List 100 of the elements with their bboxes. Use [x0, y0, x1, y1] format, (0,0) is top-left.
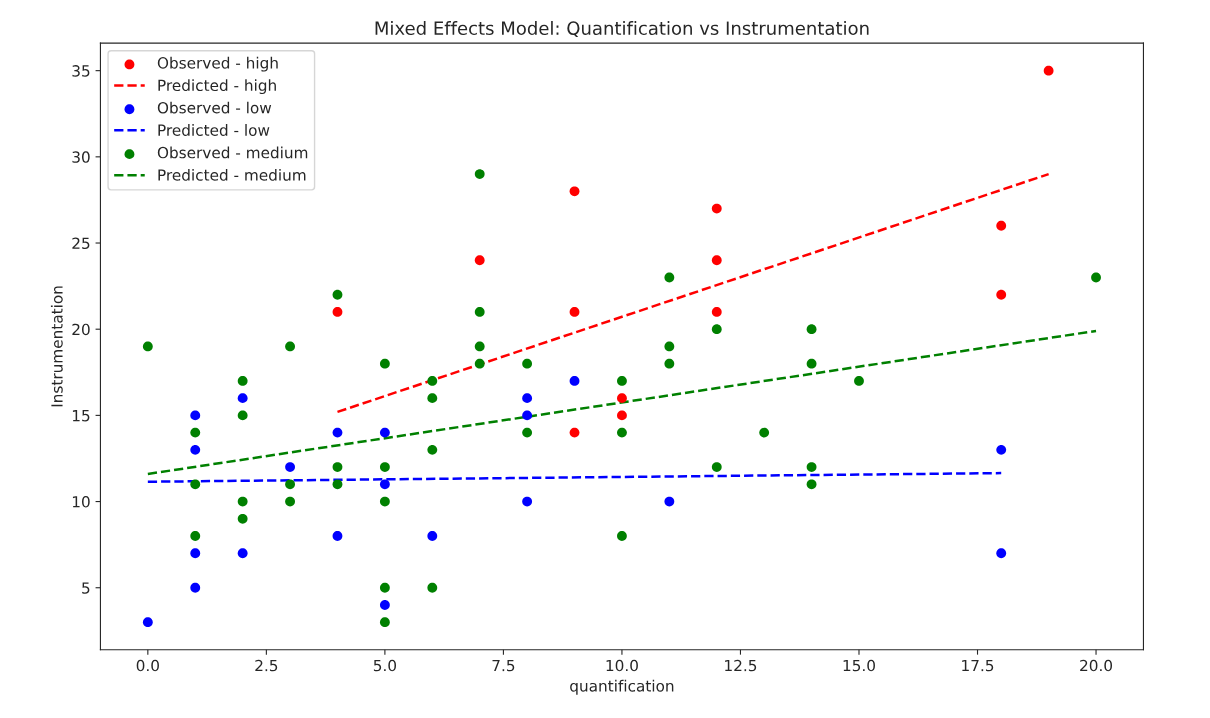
- legend-label: Predicted - medium: [158, 168, 306, 181]
- x-tick-label: 0.0: [136, 659, 159, 672]
- legend-label: Predicted - low: [158, 124, 270, 136]
- point: [285, 479, 295, 490]
- point: [664, 358, 675, 369]
- point: [142, 617, 153, 628]
- point: [617, 427, 627, 438]
- point: [190, 531, 201, 541]
- point: [285, 341, 295, 352]
- legend-label: Observed - medium: [157, 146, 308, 159]
- point: [332, 531, 343, 541]
- point: [1091, 272, 1101, 283]
- point: [996, 548, 1007, 559]
- point: [332, 427, 343, 438]
- y-tick-label: 5: [82, 582, 90, 594]
- point: [237, 376, 248, 386]
- point: [285, 496, 295, 507]
- y-tick-label: 30: [72, 151, 90, 163]
- point: [996, 220, 1007, 231]
- point: [427, 444, 438, 455]
- point: [522, 358, 533, 369]
- point: [190, 427, 201, 438]
- point: [522, 496, 533, 507]
- point: [237, 410, 248, 421]
- x-axis-title: quantification: [570, 679, 674, 695]
- point: [759, 427, 770, 438]
- point: [1043, 65, 1054, 76]
- point: [711, 462, 722, 472]
- point: [617, 393, 627, 404]
- point: [427, 393, 438, 404]
- point: [285, 462, 295, 472]
- point: [996, 444, 1007, 455]
- point: [379, 496, 390, 507]
- point: [379, 582, 390, 593]
- point: [332, 307, 343, 317]
- point: [569, 186, 580, 197]
- x-tick-label: 10.0: [606, 659, 638, 672]
- point: [569, 307, 580, 317]
- point: [474, 255, 485, 266]
- x-tick-label: 20.0: [1080, 659, 1113, 672]
- point: [806, 479, 817, 490]
- point: [806, 462, 817, 472]
- point: [237, 513, 248, 524]
- point: [664, 496, 675, 507]
- chart-title: Mixed Effects Model: Quantification vs Instrumentation: [375, 21, 869, 38]
- y-tick-label: 25: [72, 237, 90, 250]
- point: [427, 531, 438, 541]
- point: [332, 289, 343, 300]
- point: [379, 358, 390, 369]
- point: [711, 324, 722, 335]
- point: [379, 462, 390, 472]
- point: [474, 307, 485, 317]
- y-tick-label: 35: [72, 65, 90, 77]
- x-tick-label: 12.5: [725, 659, 757, 672]
- point: [617, 376, 627, 386]
- point: [379, 427, 390, 438]
- y-tick-label: 15: [72, 410, 90, 422]
- point: [190, 479, 201, 490]
- point: [190, 444, 201, 455]
- point: [617, 410, 627, 421]
- point: [711, 255, 722, 266]
- x-tick-label: 5.0: [373, 659, 397, 672]
- point: [427, 376, 438, 386]
- point: [474, 341, 485, 352]
- x-tick-label: 17.5: [962, 659, 994, 672]
- point: [237, 393, 248, 404]
- point: [427, 582, 438, 593]
- point: [569, 427, 580, 438]
- point: [664, 272, 675, 283]
- point: [806, 324, 817, 335]
- point: [474, 169, 485, 179]
- legend-label: Predicted - high: [158, 79, 276, 95]
- point: [237, 496, 248, 507]
- point: [190, 548, 201, 559]
- x-tick-label: 7.5: [492, 659, 515, 672]
- point: [711, 203, 722, 214]
- legend-label: Observed - high: [157, 56, 278, 72]
- y-tick-label: 10: [72, 496, 90, 508]
- x-tick-label: 2.5: [255, 659, 278, 672]
- point: [379, 617, 390, 628]
- point: [190, 410, 201, 421]
- legend-label: Observed - low: [157, 101, 272, 114]
- point: [332, 462, 343, 472]
- point: [332, 479, 343, 490]
- point: [806, 358, 817, 369]
- point: [522, 393, 533, 404]
- point: [854, 376, 864, 386]
- point: [190, 582, 201, 593]
- point: [379, 479, 390, 490]
- point: [142, 341, 153, 352]
- point: [522, 410, 533, 421]
- point: [569, 376, 580, 386]
- point: [711, 307, 722, 317]
- point: [379, 600, 390, 610]
- y-axis-title: Instrumentation: [50, 286, 63, 407]
- point: [237, 548, 248, 559]
- point: [522, 427, 533, 438]
- point: [474, 358, 485, 369]
- y-tick-label: 20: [72, 323, 90, 336]
- point: [617, 531, 627, 541]
